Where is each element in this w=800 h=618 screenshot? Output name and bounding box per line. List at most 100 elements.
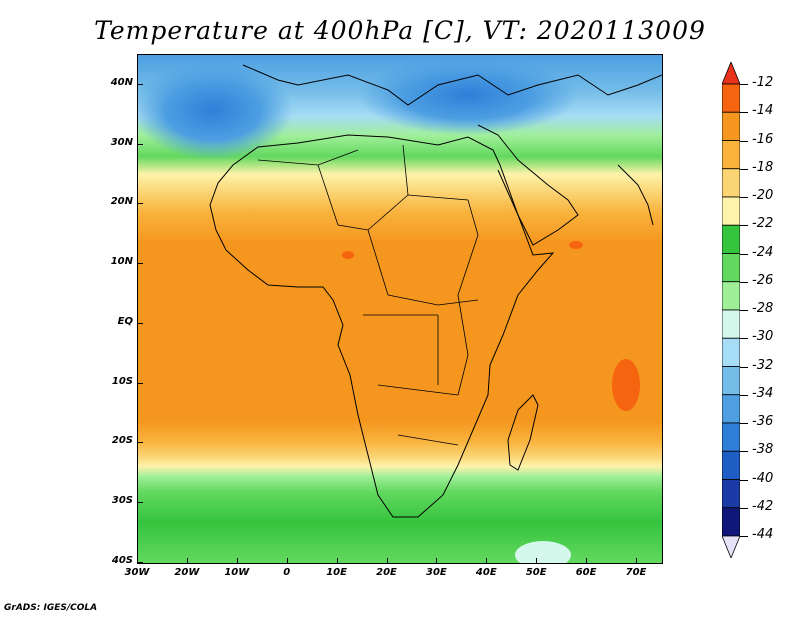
colorbar-swatch	[722, 422, 740, 452]
colorbar-swatch	[722, 224, 740, 254]
colorbar	[722, 62, 740, 558]
colorbar-tick	[740, 536, 748, 537]
colorbar-label: -18	[752, 159, 774, 175]
latitude-tick	[138, 203, 143, 205]
colorbar-swatch	[722, 140, 740, 170]
colorbar-label: -22	[752, 216, 774, 232]
colorbar-tick	[740, 310, 748, 311]
colorbar-swatch	[722, 196, 740, 226]
colorbar-label: -34	[752, 385, 774, 401]
credit-text: GrADS: IGES/COLA	[4, 603, 98, 613]
longitude-label: 10W	[224, 567, 250, 578]
colorbar-label: -42	[752, 498, 774, 514]
latitude-tick	[138, 322, 143, 324]
longitude-tick	[137, 558, 138, 563]
africa-coastline	[209, 134, 555, 518]
temperature-map	[138, 55, 662, 563]
colorbar-swatch	[722, 366, 740, 396]
warm-spot-africa	[342, 251, 354, 259]
colorbar-tick	[740, 112, 748, 114]
latitude-label: 10N	[110, 256, 133, 268]
colorbar-swatch	[722, 111, 740, 141]
longitude-label: 70E	[625, 567, 647, 578]
colorbar-tick	[740, 281, 748, 283]
colorbar-max-arrow	[722, 62, 740, 85]
longitude-tick	[236, 558, 238, 563]
colorbar-tick	[740, 423, 748, 424]
colorbar-swatch	[722, 309, 740, 339]
latitude-tick	[138, 561, 143, 563]
colorbar-tick	[740, 84, 748, 85]
colorbar-label: -30	[752, 329, 774, 345]
colorbar-label: -32	[752, 357, 774, 373]
longitude-label: 30E	[426, 567, 447, 578]
latitude-label: 40S	[111, 554, 133, 566]
longitude-tick	[586, 558, 588, 563]
longitude-tick	[536, 558, 538, 563]
latitude-tick	[138, 501, 143, 503]
cold-region-atlantic	[138, 60, 293, 160]
colorbar-swatch	[722, 479, 740, 509]
colorbar-swatch	[722, 507, 740, 537]
europe-coastline	[242, 64, 662, 106]
colorbar-swatch	[722, 450, 740, 480]
colorbar-tick	[740, 197, 748, 198]
latitude-tick	[138, 84, 143, 85]
colorbar-tick	[740, 338, 748, 340]
colorbar-tick	[740, 225, 748, 227]
colorbar-label: -28	[752, 301, 774, 316]
colorbar-label: -38	[752, 442, 774, 458]
colorbar-label: -16	[752, 131, 774, 147]
longitude-tick	[636, 558, 637, 563]
latitude-label: 20N	[110, 196, 133, 208]
colorbar-swatch	[722, 337, 740, 367]
colorbar-swatch	[722, 394, 740, 424]
colorbar-tick	[740, 366, 748, 368]
map-plot	[137, 54, 663, 564]
latitude-tick	[138, 382, 143, 384]
colorbar-min-arrow	[722, 535, 740, 558]
colorbar-swatch	[722, 83, 740, 113]
colorbar-label: -20	[752, 188, 774, 203]
colorbar-tick	[740, 479, 748, 481]
latitude-label: EQ	[117, 315, 133, 327]
arabia-coastline	[477, 124, 579, 246]
india-coastline	[617, 164, 654, 226]
longitude-label: 20E	[376, 567, 397, 578]
colorbar-label: -14	[752, 103, 774, 119]
colorbar-label: -36	[752, 414, 774, 429]
colorbar-label: -44	[752, 527, 774, 542]
longitude-label: 30W	[124, 567, 150, 578]
longitude-label: 10E	[326, 567, 347, 578]
latitude-label: 10S	[111, 375, 133, 387]
warm-spot-arabian-sea	[569, 241, 583, 249]
longitude-tick	[186, 558, 188, 563]
latitude-tick	[138, 263, 143, 265]
colorbar-swatch	[722, 253, 740, 283]
cold-region-mediterranean	[358, 55, 578, 135]
colorbar-swatch	[722, 168, 740, 198]
madagascar-coastline	[507, 394, 539, 471]
longitude-tick	[286, 558, 288, 563]
colorbar-tick	[740, 253, 748, 255]
latitude-label: 20S	[111, 435, 133, 447]
warm-region-indian-ocean	[612, 359, 640, 411]
colorbar-label: -26	[752, 272, 774, 288]
colorbar-label: -24	[752, 244, 774, 260]
colorbar-swatch	[722, 281, 740, 311]
colorbar-label: -40	[752, 470, 774, 486]
colorbar-tick	[740, 140, 748, 142]
longitude-label: 0	[283, 567, 291, 578]
latitude-label: 30S	[111, 494, 133, 506]
cool-spot-south	[515, 541, 571, 563]
longitude-label: 50E	[525, 567, 547, 578]
longitude-tick	[336, 558, 338, 563]
latitude-tick	[138, 143, 143, 145]
longitude-tick	[486, 558, 488, 563]
latitude-label: 30N	[110, 136, 133, 148]
colorbar-tick	[740, 394, 748, 396]
longitude-tick	[386, 558, 388, 563]
longitude-tick	[436, 558, 438, 563]
longitude-label: 60E	[575, 567, 597, 578]
colorbar-tick	[740, 451, 748, 453]
